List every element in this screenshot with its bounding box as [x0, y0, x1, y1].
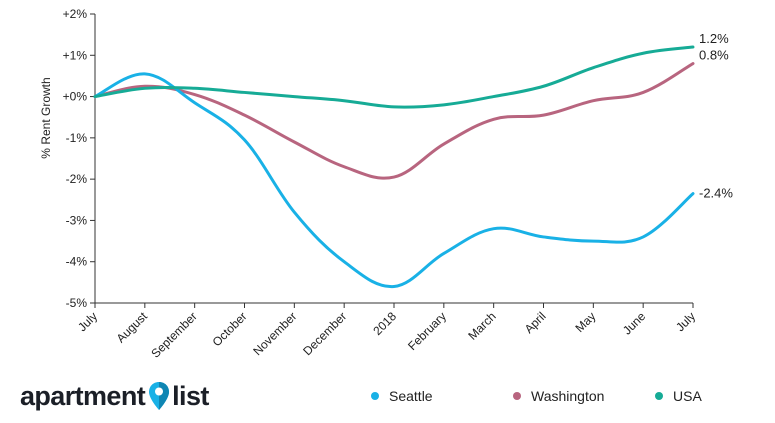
legend-label-usa: USA	[673, 388, 702, 404]
y-tick-label: -3%	[66, 213, 88, 227]
legend-item-usa: USA	[655, 388, 702, 404]
y-tick-label: +0%	[63, 90, 88, 104]
x-tick-label: June	[620, 309, 649, 338]
x-tick-label: July	[673, 309, 698, 334]
y-tick-label: +1%	[63, 48, 88, 62]
x-tick-label: February	[405, 309, 449, 353]
legend-swatch-seattle	[371, 392, 379, 400]
x-tick-label: August	[114, 309, 151, 346]
y-tick-label: -1%	[66, 131, 88, 145]
series-line-usa	[93, 45, 695, 109]
logo-text-right: list	[172, 380, 209, 411]
series-lines	[93, 45, 695, 288]
end-label-usa: 1.2%	[699, 31, 729, 46]
y-axis-title: % Rent Growth	[39, 77, 53, 158]
x-tick-label: October	[210, 309, 250, 349]
series-end-labels: -2.4% 0.8% 1.2%	[699, 31, 733, 201]
series-line-washington	[93, 62, 695, 180]
x-tick-label: December	[300, 309, 349, 358]
end-label-washington: 0.8%	[699, 48, 729, 63]
x-tick-label: 2018	[370, 309, 399, 338]
x-tick-label: April	[522, 309, 549, 336]
y-axis-ticks: +2% +1% +0% -1% -2% -3% -4% -5%	[63, 7, 95, 310]
legend-item-washington: Washington	[513, 388, 604, 404]
y-tick-label: -4%	[66, 255, 88, 269]
logo-text-left: apartment	[20, 380, 146, 411]
legend-item-seattle: Seattle	[371, 388, 433, 404]
apartment-list-logo: apartment list	[20, 376, 209, 416]
x-tick-label: May	[573, 309, 599, 335]
legend-label-washington: Washington	[531, 388, 605, 404]
y-tick-label: -2%	[66, 172, 88, 186]
line-chart: +2% +1% +0% -1% -2% -3% -4% -5% July AugustSepte…	[39, 7, 733, 361]
x-tick-label: March	[465, 309, 498, 342]
end-label-seattle: -2.4%	[699, 186, 733, 201]
chart-legend: Seattle Washington USA	[0, 386, 775, 408]
location-pin-icon	[149, 382, 170, 410]
legend-label-seattle: Seattle	[389, 388, 433, 404]
y-tick-label: +2%	[63, 7, 88, 21]
x-tick-label: July	[75, 309, 100, 334]
x-tick-label: November	[250, 309, 299, 358]
series-line-seattle	[93, 72, 695, 288]
legend-swatch-usa	[655, 392, 663, 400]
x-tick-label: September	[148, 309, 199, 360]
y-tick-label: -5%	[66, 296, 88, 310]
legend-swatch-washington	[513, 392, 521, 400]
